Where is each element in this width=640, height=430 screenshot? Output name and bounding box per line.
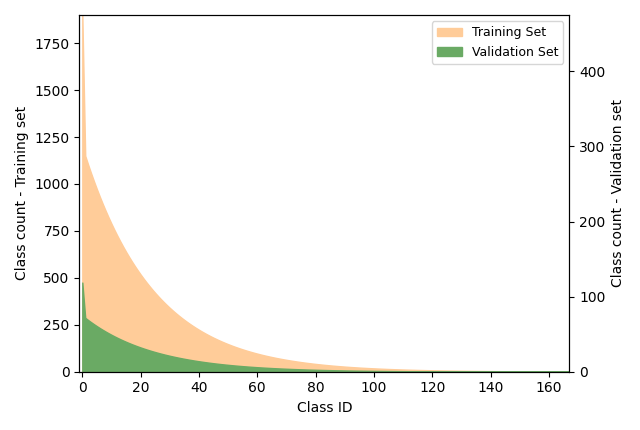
X-axis label: Class ID: Class ID [296,401,352,415]
Legend: Training Set, Validation Set: Training Set, Validation Set [431,21,563,64]
Y-axis label: Class count - Validation set: Class count - Validation set [611,99,625,287]
Y-axis label: Class count - Training set: Class count - Training set [15,106,29,280]
